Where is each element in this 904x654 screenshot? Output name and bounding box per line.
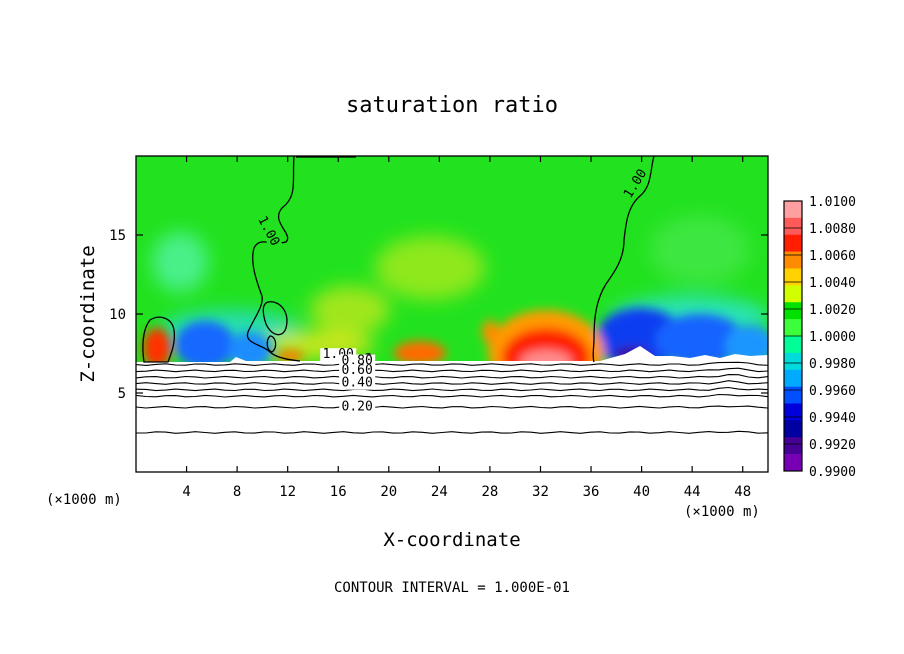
heatmap-field	[136, 156, 768, 472]
x-tick-label: 44	[684, 484, 701, 500]
contour-label: 0.60	[342, 363, 373, 378]
colorbar-label: 0.9920	[809, 438, 856, 453]
contour-line-0.30	[136, 405, 768, 409]
x-tick-label: 4	[182, 484, 190, 500]
terrain-white-fill	[136, 346, 768, 472]
x-axis-label: X-coordinate	[383, 529, 520, 551]
colorbar-label: 0.9940	[809, 411, 856, 426]
contour-labels: 1.001.001.000.800.600.400.20	[254, 165, 651, 414]
colorbar-label: 0.9900	[809, 465, 856, 480]
contour-line-0.90	[136, 361, 768, 366]
colorbar-swatch	[784, 437, 802, 455]
colorbar-label: 0.9960	[809, 384, 856, 399]
x-tick-label: 40	[633, 484, 650, 500]
colorbar-swatch	[784, 201, 802, 219]
y-tick-label: 5	[118, 386, 126, 402]
chart-title: saturation ratio	[346, 93, 558, 118]
colorbar-swatch	[784, 268, 802, 286]
colorbar: 1.0100 1.0080 1.0060 1.0040 1.0020 1.0000 0.99…	[783, 195, 856, 480]
colorbar-swatch	[784, 403, 802, 421]
contour-line-0.80	[136, 367, 768, 373]
x-tick-label: 48	[734, 484, 751, 500]
colorbar-swatch	[784, 251, 802, 269]
colorbar-swatch	[784, 234, 802, 252]
contour-lines	[136, 156, 768, 434]
y-tick-label: 10	[109, 307, 126, 323]
contour-line-0.20	[136, 430, 768, 434]
blue-lobe-right-2	[655, 314, 745, 366]
contour-line-0.70	[136, 374, 768, 379]
x-tick-label: 8	[233, 484, 241, 500]
contour-interval-note: CONTOUR INTERVAL = 1.000E-01	[334, 580, 570, 596]
x-unit-right: (×1000 m)	[684, 504, 760, 520]
x-unit-left: (×1000 m)	[46, 492, 122, 508]
colorbar-swatch	[784, 319, 802, 337]
colorbar-swatch	[784, 302, 802, 320]
colorbar-label: 1.0040	[809, 276, 856, 291]
colorbar-label: 1.0080	[809, 222, 856, 237]
contour-1.00-right	[592, 156, 655, 363]
contour-line-0.60	[136, 380, 768, 385]
contour-label: 0.20	[342, 399, 373, 414]
colorbar-label: 1.0100	[809, 195, 856, 210]
colorbar-swatch	[784, 336, 802, 354]
contour-label-bg	[339, 400, 376, 414]
colorbar-label: 1.0020	[809, 303, 856, 318]
contour-line-0.40	[136, 393, 768, 398]
colorbar-swatch	[784, 386, 802, 404]
x-tick-label: 24	[431, 484, 448, 500]
orange-bump-28	[482, 320, 498, 344]
contour-label-bg	[620, 165, 651, 203]
x-tick-label: 36	[583, 484, 600, 500]
colorbar-swatch	[784, 352, 802, 371]
x-tick-label: 28	[481, 484, 498, 500]
x-tick-label: 16	[330, 484, 347, 500]
cyan-patch-left	[152, 232, 208, 292]
x-tick-label: 20	[380, 484, 397, 500]
colorbar-label: 1.0060	[809, 249, 856, 264]
contour-1.00-loop-a	[262, 301, 288, 336]
contour-label-bg	[254, 212, 283, 251]
colorbar-swatch	[784, 285, 802, 303]
colorbar-swatch	[784, 420, 802, 438]
contour-label: 0.40	[342, 376, 373, 391]
x-tick-label: 32	[532, 484, 549, 500]
contour-label-bg	[339, 376, 376, 390]
contour-1.00-left	[246, 156, 301, 362]
y-axis-label: Z-coordinate	[77, 245, 99, 382]
orange-bump-12	[276, 350, 304, 362]
colorbar-label: 0.9980	[809, 357, 856, 372]
x-tick-label: 12	[279, 484, 296, 500]
orange-bump-22	[394, 341, 446, 365]
colorbar-swatch	[784, 217, 802, 236]
red-bump-left	[143, 328, 171, 368]
blue-lobe-left	[175, 321, 235, 369]
lime-patch-right	[650, 215, 750, 285]
colorbar-swatch	[784, 369, 802, 387]
x-axis-ticks: 4 8 12 16 20 24 28 32 36 40 44 48	[182, 156, 751, 500]
yellow-patch-mid	[310, 286, 390, 334]
yellow-patch-center	[375, 236, 485, 300]
contour-1.00-loop-b	[266, 335, 277, 353]
contour-1.00-loop-c	[142, 316, 176, 363]
contour-label-bg	[339, 364, 376, 378]
colorbar-label: 1.0000	[809, 330, 856, 345]
contours-below-terrain	[136, 361, 768, 434]
y-axis-ticks: 5 10 15	[109, 228, 768, 402]
colorbar-swatch	[784, 454, 802, 472]
contour-line-0.50	[136, 386, 768, 392]
y-tick-label: 15	[109, 228, 126, 244]
